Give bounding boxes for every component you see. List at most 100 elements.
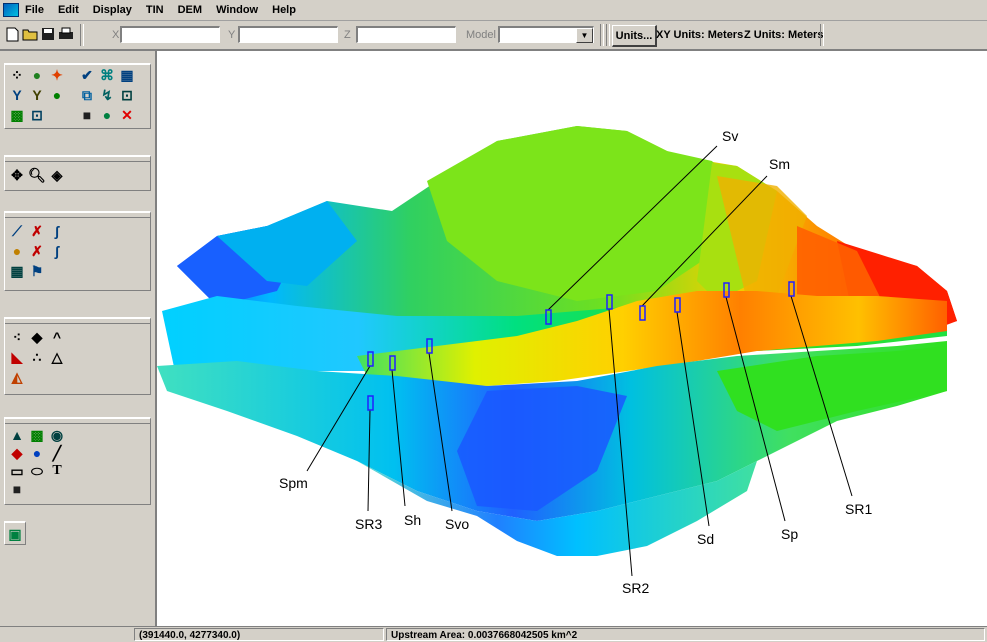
- menu-window[interactable]: Window: [216, 4, 259, 16]
- menu-help[interactable]: Help: [272, 4, 296, 16]
- station-marker-sm[interactable]: [639, 305, 646, 321]
- fork-icon[interactable]: Y: [12, 87, 22, 103]
- triangle-color-icon[interactable]: ◣: [11, 349, 23, 365]
- map-icon[interactable]: ↯: [101, 87, 113, 103]
- status-bar: (391440.0, 4277340.0) Upstream Area: 0.0…: [0, 626, 987, 642]
- station-marker-sr1[interactable]: [788, 281, 795, 297]
- caret-icon[interactable]: ^: [52, 329, 62, 345]
- station-marker-sv[interactable]: [545, 309, 552, 325]
- grid-tool-icon[interactable]: ▦: [10, 263, 24, 279]
- zoom-icon[interactable]: 🔍︎: [28, 167, 46, 183]
- layers-icon[interactable]: ■: [12, 481, 22, 497]
- dark-map-icon[interactable]: ⊡: [31, 107, 43, 123]
- bowl-icon[interactable]: ◉: [50, 427, 64, 443]
- station-marker-spm[interactable]: [367, 351, 374, 367]
- ellipse-icon[interactable]: ⬭: [31, 463, 43, 479]
- close-x-icon[interactable]: ✕: [121, 107, 133, 123]
- select-arrow-icon[interactable]: ⁘: [11, 67, 23, 83]
- tree-icon[interactable]: ▦: [120, 67, 134, 83]
- station-marker-sp[interactable]: [723, 282, 730, 298]
- station-marker-sh[interactable]: [389, 355, 396, 371]
- pan-icon[interactable]: ✥: [11, 167, 23, 183]
- save-icon[interactable]: [40, 26, 56, 42]
- x-node-icon[interactable]: ✗: [31, 243, 43, 259]
- terrain-orange-slope: [717, 176, 807, 301]
- curve-icon[interactable]: ʃ: [54, 223, 60, 239]
- check-icon[interactable]: ✔: [81, 67, 93, 83]
- circle-tool-icon[interactable]: ●: [12, 243, 22, 259]
- leader-line-sp: [725, 296, 786, 522]
- point-tool-icon[interactable]: ⁖: [12, 329, 22, 345]
- station-label-sr3: SR3: [355, 516, 382, 532]
- flag-icon[interactable]: ⚑: [30, 263, 44, 279]
- station-label-sr2: SR2: [622, 580, 649, 596]
- star-icon[interactable]: ✦: [51, 67, 63, 83]
- leader-line-sh: [391, 369, 406, 507]
- y-field[interactable]: [238, 26, 338, 43]
- print-icon[interactable]: [58, 26, 74, 42]
- terrain-view[interactable]: Sv Sm Spm SR3 Sh Svo SR2 Sd Sp SR1: [157, 51, 987, 626]
- station-layer: Sv Sm Spm SR3 Sh Svo SR2 Sd Sp SR1: [279, 128, 872, 596]
- graphics-window[interactable]: Sv Sm Spm SR3 Sh Svo SR2 Sd Sp SR1: [157, 51, 987, 626]
- model-dropdown[interactable]: ▼: [498, 26, 594, 43]
- color-globe-icon[interactable]: ■: [82, 107, 92, 123]
- network-icon[interactable]: ●: [52, 87, 62, 103]
- y-label: Y: [228, 29, 236, 41]
- new-file-icon[interactable]: [4, 26, 20, 42]
- leader-line-sd: [676, 311, 710, 527]
- xy-units-label: XY Units: Meters: [656, 29, 744, 41]
- leader-line-sr3: [367, 409, 371, 512]
- terrain-icon[interactable]: ▲: [10, 427, 24, 443]
- edit-tools-group: ⟋ ✗ ʃ ● ✗ ʃ ▦ ⚑: [4, 211, 151, 291]
- x-field[interactable]: [120, 26, 220, 43]
- drop-icon[interactable]: ●: [32, 445, 42, 461]
- menu-dem[interactable]: DEM: [177, 4, 203, 16]
- dots-icon[interactable]: ∴: [32, 349, 42, 365]
- feature-icon[interactable]: ⟋: [12, 223, 22, 239]
- green-map-icon[interactable]: ▩: [30, 427, 44, 443]
- arc-icon[interactable]: ʃ: [54, 243, 60, 259]
- catchment-icon[interactable]: ▣: [8, 526, 22, 542]
- box-icon[interactable]: ▩: [10, 107, 24, 123]
- sphere-icon[interactable]: Y: [32, 87, 42, 103]
- station-marker-sr3[interactable]: [367, 395, 374, 411]
- leader-line-svo: [428, 352, 453, 512]
- menu-display[interactable]: Display: [92, 4, 132, 16]
- grid-icon[interactable]: ⌘: [100, 67, 114, 83]
- extra-tool-group: ▣: [4, 521, 26, 545]
- chevron-down-icon[interactable]: ▼: [576, 28, 593, 43]
- terrain-valley: [357, 291, 947, 386]
- open-folder-icon[interactable]: [22, 26, 38, 42]
- terrain-lower-front: [357, 461, 757, 556]
- peak-icon[interactable]: ◆: [31, 329, 43, 345]
- menu-edit[interactable]: Edit: [57, 4, 79, 16]
- wand-icon[interactable]: ⧉: [82, 87, 92, 103]
- station-marker-sd[interactable]: [674, 297, 681, 313]
- terrain-east-front: [717, 346, 947, 431]
- station-label-spm: Spm: [279, 475, 308, 491]
- terrain-west-mid: [217, 201, 357, 286]
- menu-bar: File Edit Display TIN DEM Window Help: [0, 0, 987, 21]
- globe-icon[interactable]: ●: [32, 67, 42, 83]
- station-marker-svo[interactable]: [426, 338, 433, 354]
- units-button[interactable]: Units...: [612, 25, 657, 47]
- triangle-icon[interactable]: △: [51, 349, 63, 365]
- station-label-sh: Sh: [404, 512, 421, 528]
- x-tool-icon[interactable]: ✗: [31, 223, 43, 239]
- station-marker-sr2[interactable]: [606, 294, 613, 310]
- rectangle-icon[interactable]: ▭: [10, 463, 24, 479]
- mesh-icon[interactable]: ◭: [11, 369, 23, 385]
- rotate-icon[interactable]: ◈: [51, 167, 63, 183]
- station-label-svo: Svo: [445, 516, 469, 532]
- fill-icon[interactable]: ◆: [11, 445, 23, 461]
- layers-globe-icon[interactable]: ●: [102, 107, 112, 123]
- text-icon[interactable]: T: [52, 463, 62, 478]
- contour-icon[interactable]: ⊡: [121, 87, 133, 103]
- line-icon[interactable]: ╱: [52, 445, 62, 461]
- x-label: X: [112, 29, 120, 41]
- leader-line-sr2: [608, 308, 633, 577]
- z-field[interactable]: [356, 26, 456, 43]
- menu-tin[interactable]: TIN: [145, 4, 164, 16]
- menu-file[interactable]: File: [25, 4, 44, 16]
- z-label: Z: [344, 29, 351, 41]
